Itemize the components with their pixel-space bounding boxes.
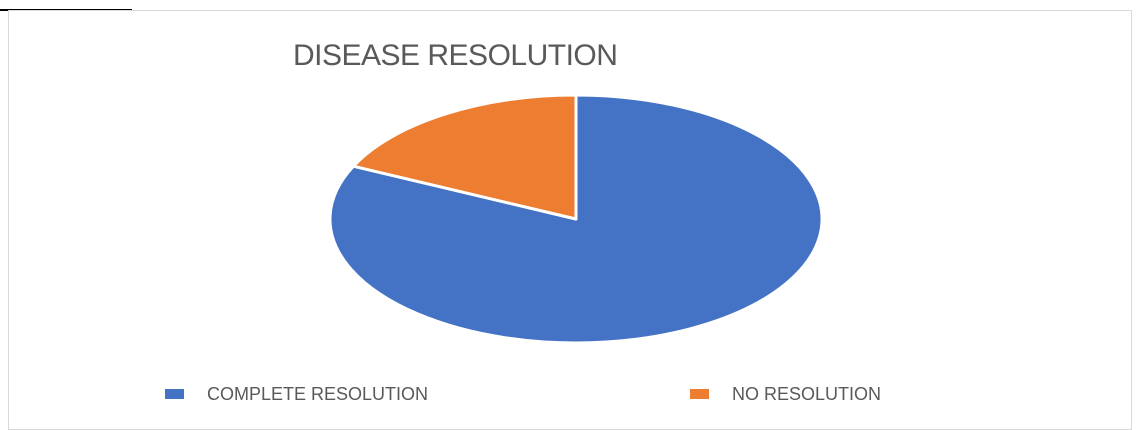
pie-chart (328, 93, 824, 345)
chart-title: DISEASE RESOLUTION (293, 39, 618, 72)
legend-swatch-no-resolution (690, 389, 709, 399)
pie-slice-no-resolution (351, 93, 578, 221)
legend-item-complete-resolution: COMPLETE RESOLUTION (165, 382, 428, 406)
legend-label-complete-resolution: COMPLETE RESOLUTION (207, 383, 429, 404)
legend-swatch-complete-resolution (165, 389, 184, 399)
legend-label-no-resolution: NO RESOLUTION (732, 383, 882, 404)
legend-item-no-resolution: NO RESOLUTION (690, 382, 881, 406)
